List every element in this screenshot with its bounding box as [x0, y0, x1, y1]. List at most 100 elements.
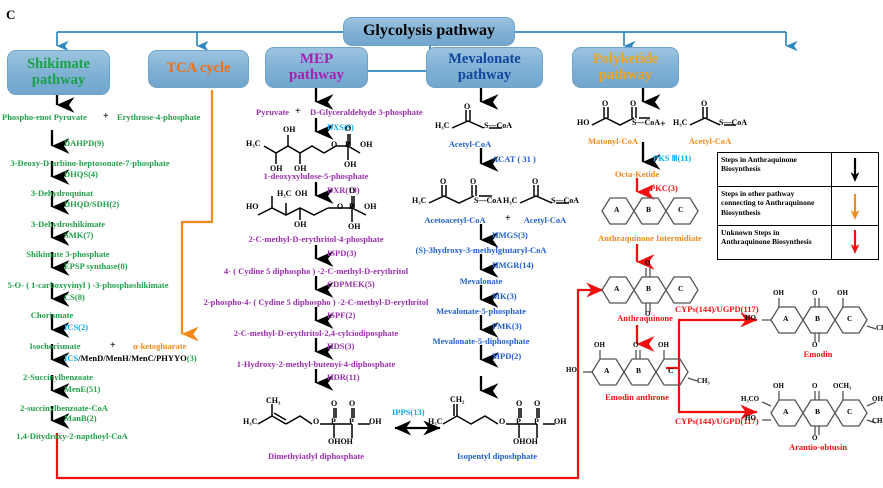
atom-ho-arantio: HO [745, 414, 756, 422]
header-glycolysis-box[interactable]: Glycolysis pathway [343, 17, 515, 46]
ring-letter-b-1: B [646, 205, 652, 214]
legend-label-other-pathway: Steps in other pathway connecting to Ant… [718, 187, 832, 226]
atom-oh-arantio-1: OH [773, 382, 784, 390]
enzyme-epsp-synthase: EPSP synthase(8) [64, 261, 128, 271]
atom-o-aacoa-2: O [470, 177, 477, 186]
node-2-phospho-cydine-diphospho: 2-phospho-4- ( Cydine 5 diphospho ) -2-C… [203, 297, 429, 307]
enzyme-dhqs: DHQS(4) [64, 169, 98, 179]
atom-oh-emodin-anthrone-1: OH [594, 341, 605, 349]
enzyme-ispf: ISPF(2) [327, 310, 356, 320]
header-mevalonate-box[interactable]: Mevalonate pathway [426, 47, 543, 88]
node-acetyl-coa-mev: Acetyl-CoA [448, 139, 492, 149]
atom-o-accoa3: O [701, 99, 708, 108]
ring-anthraquinone-intermediate [601, 197, 699, 225]
enzyme-mene: MenE(51) [64, 384, 101, 394]
node-methyl-erythritol-cyclodiphosphate: 2-C-methyl-D-erythritol-2,4-cylciodiposp… [233, 328, 399, 338]
atom-o-dxp-dbl: O [345, 124, 352, 133]
enzyme-dhqd-sdh: DHQD/SDH(2) [64, 199, 120, 209]
atom-o-ipp-d2: O [534, 399, 541, 408]
atom-h3c-dxp: H₃C [246, 139, 261, 148]
atom-o-emodin-1: O [812, 289, 818, 297]
enzyme-manb: ManB(2) [64, 413, 97, 423]
node-acetoacetyl-coa: Acetoacetyl-CoA [424, 215, 486, 225]
enzyme-ics-mend-group: ICS/MenD/MenH/MenC/PHYYO(3) [64, 354, 197, 363]
atom-h3c-mep: H₃C [277, 189, 292, 198]
header-down-arrows [55, 86, 661, 113]
node-carboxyvinyl-phosphoshikimate: 5-O- ( 1-carboxyvinyl ) -3-phosphoshikim… [7, 280, 169, 290]
header-mep-line1: MEP [299, 50, 334, 67]
header-mep-box[interactable]: MEP pathway [265, 47, 368, 88]
atom-ch3-emodin: CH₃ [876, 324, 883, 332]
atom-oh-dxp-5: OH [344, 160, 357, 169]
enzyme-smk: SMK(7) [64, 230, 94, 240]
node-emodin: Emodin [803, 349, 833, 359]
atom-scoa-accoa2: S—CoA [551, 196, 580, 205]
node-deoxyxylulose-5-phosphate: 1-deoxyxylulose-5-phosphate [263, 171, 369, 181]
atom-h3c-accoa3: H₃C [673, 118, 688, 127]
node-emodin-anthrone: Emodin anthrone [605, 392, 669, 402]
atom-o-emodin-anthrone: O [633, 341, 639, 349]
enzyme-ics-count: (3) [186, 353, 197, 363]
node-3-dehydroquinat: 3-Dehydroquinat [30, 188, 94, 198]
node-2-succinylbenzoate: 2-Succinylbenzoate [23, 372, 93, 382]
node-isochorismate: Isochorismate [29, 341, 81, 351]
atom-o-malonyl-1: O [602, 99, 609, 108]
shikimate-plus: + [103, 111, 109, 122]
header-shikimate-box[interactable]: Shikimate pathway [7, 50, 110, 95]
ring-letter-c-2: C [678, 284, 684, 293]
atom-oh-ipp: OH [554, 417, 567, 426]
struct-dimethylallyl-diphosphate [257, 404, 370, 438]
enzyme-pkc: PKC(3) [650, 183, 678, 193]
node-acetyl-coa-polyketide: Acetyl-CoA [688, 136, 732, 146]
legend-arrow-black [832, 153, 878, 188]
atom-o-dxp: O [331, 140, 338, 149]
struct-acetoacetyl-coa [428, 185, 492, 204]
atom-ho-emodin: HO [745, 314, 756, 322]
header-shikimate-line1: Shikimate [27, 56, 90, 73]
ring-letter-a-1: A [614, 205, 620, 214]
enzyme-dahpd: DAHPD(9) [64, 138, 105, 148]
atom-ohoh-dmapp: OHOH [328, 437, 353, 446]
ring-letter-c-1: C [678, 205, 684, 214]
mevalonate-plus: + [505, 213, 511, 224]
header-mevalonate-line2: pathway [457, 66, 512, 83]
atom-ho-emodin-anthrone: HO [566, 366, 577, 374]
node-chorismate: Chorismate [30, 310, 74, 320]
atom-oh-dxp-3: OH [294, 164, 307, 173]
node-malonyl-coa: Matonyl-CoA [587, 136, 639, 146]
ring-letter-c-3: C [668, 366, 674, 375]
header-tca-box[interactable]: TCA cycle [148, 50, 249, 88]
struct-acetyl-coa-top [451, 110, 502, 129]
atom-ho-mep: HO [246, 202, 259, 211]
atom-p-dmapp-1: P [331, 417, 336, 426]
struct-acetyl-coa-polyketide [689, 107, 736, 126]
atom-ohoh-ipp: OHOH [513, 437, 538, 446]
enzyme-hmgs: HMGS(3) [492, 230, 528, 240]
ring-letter-b-5: B [815, 407, 821, 416]
atom-h3co-arantio: H₃CO [741, 395, 760, 403]
node-hydroxy-methyl-butenyl-diphosphate: 1-Hydroxy-2-methyl-butenyi-4-diphosphate [236, 359, 396, 369]
node-dihydroxy-naphthoyl-coa: 1,4-Ditydroxy-2-napthoyl-CoA [16, 431, 128, 441]
panel-label: C [6, 7, 16, 22]
enzyme-dxr: DXR(19) [327, 185, 360, 195]
cofactor-alpha-ketoglutarate: α-ketogluarate [133, 341, 187, 351]
header-polyketide-line1: Polyketide [592, 51, 659, 68]
enzyme-ics: ICS(2) [64, 322, 89, 332]
atom-oh-mep-1: OH [295, 189, 308, 198]
header-polyketide-box[interactable]: Polyketide pathway [572, 47, 679, 88]
ring-letter-b-4: B [815, 314, 821, 323]
tca-orange-connector [180, 90, 214, 342]
ring-arantio-obtusin [761, 391, 877, 435]
polyketide-plus: + [660, 119, 666, 130]
atom-h3c-ipp: H₃C [428, 417, 443, 426]
ring-anthraquinone [601, 268, 699, 312]
enzyme-hds: HDS(3) [327, 341, 355, 351]
atom-oh-dxp-1: OH [283, 125, 296, 134]
enzyme-dxs: DXS(9) [327, 122, 354, 132]
node-anthraquinone: Anthraquinone [617, 313, 673, 323]
ring-emodin [762, 298, 877, 342]
node-methyl-erythritol-4-phosphate: 2-C-methyl-D-erythritol-4-phosphate [248, 234, 384, 244]
atom-o-malonyl-2: O [630, 99, 637, 108]
